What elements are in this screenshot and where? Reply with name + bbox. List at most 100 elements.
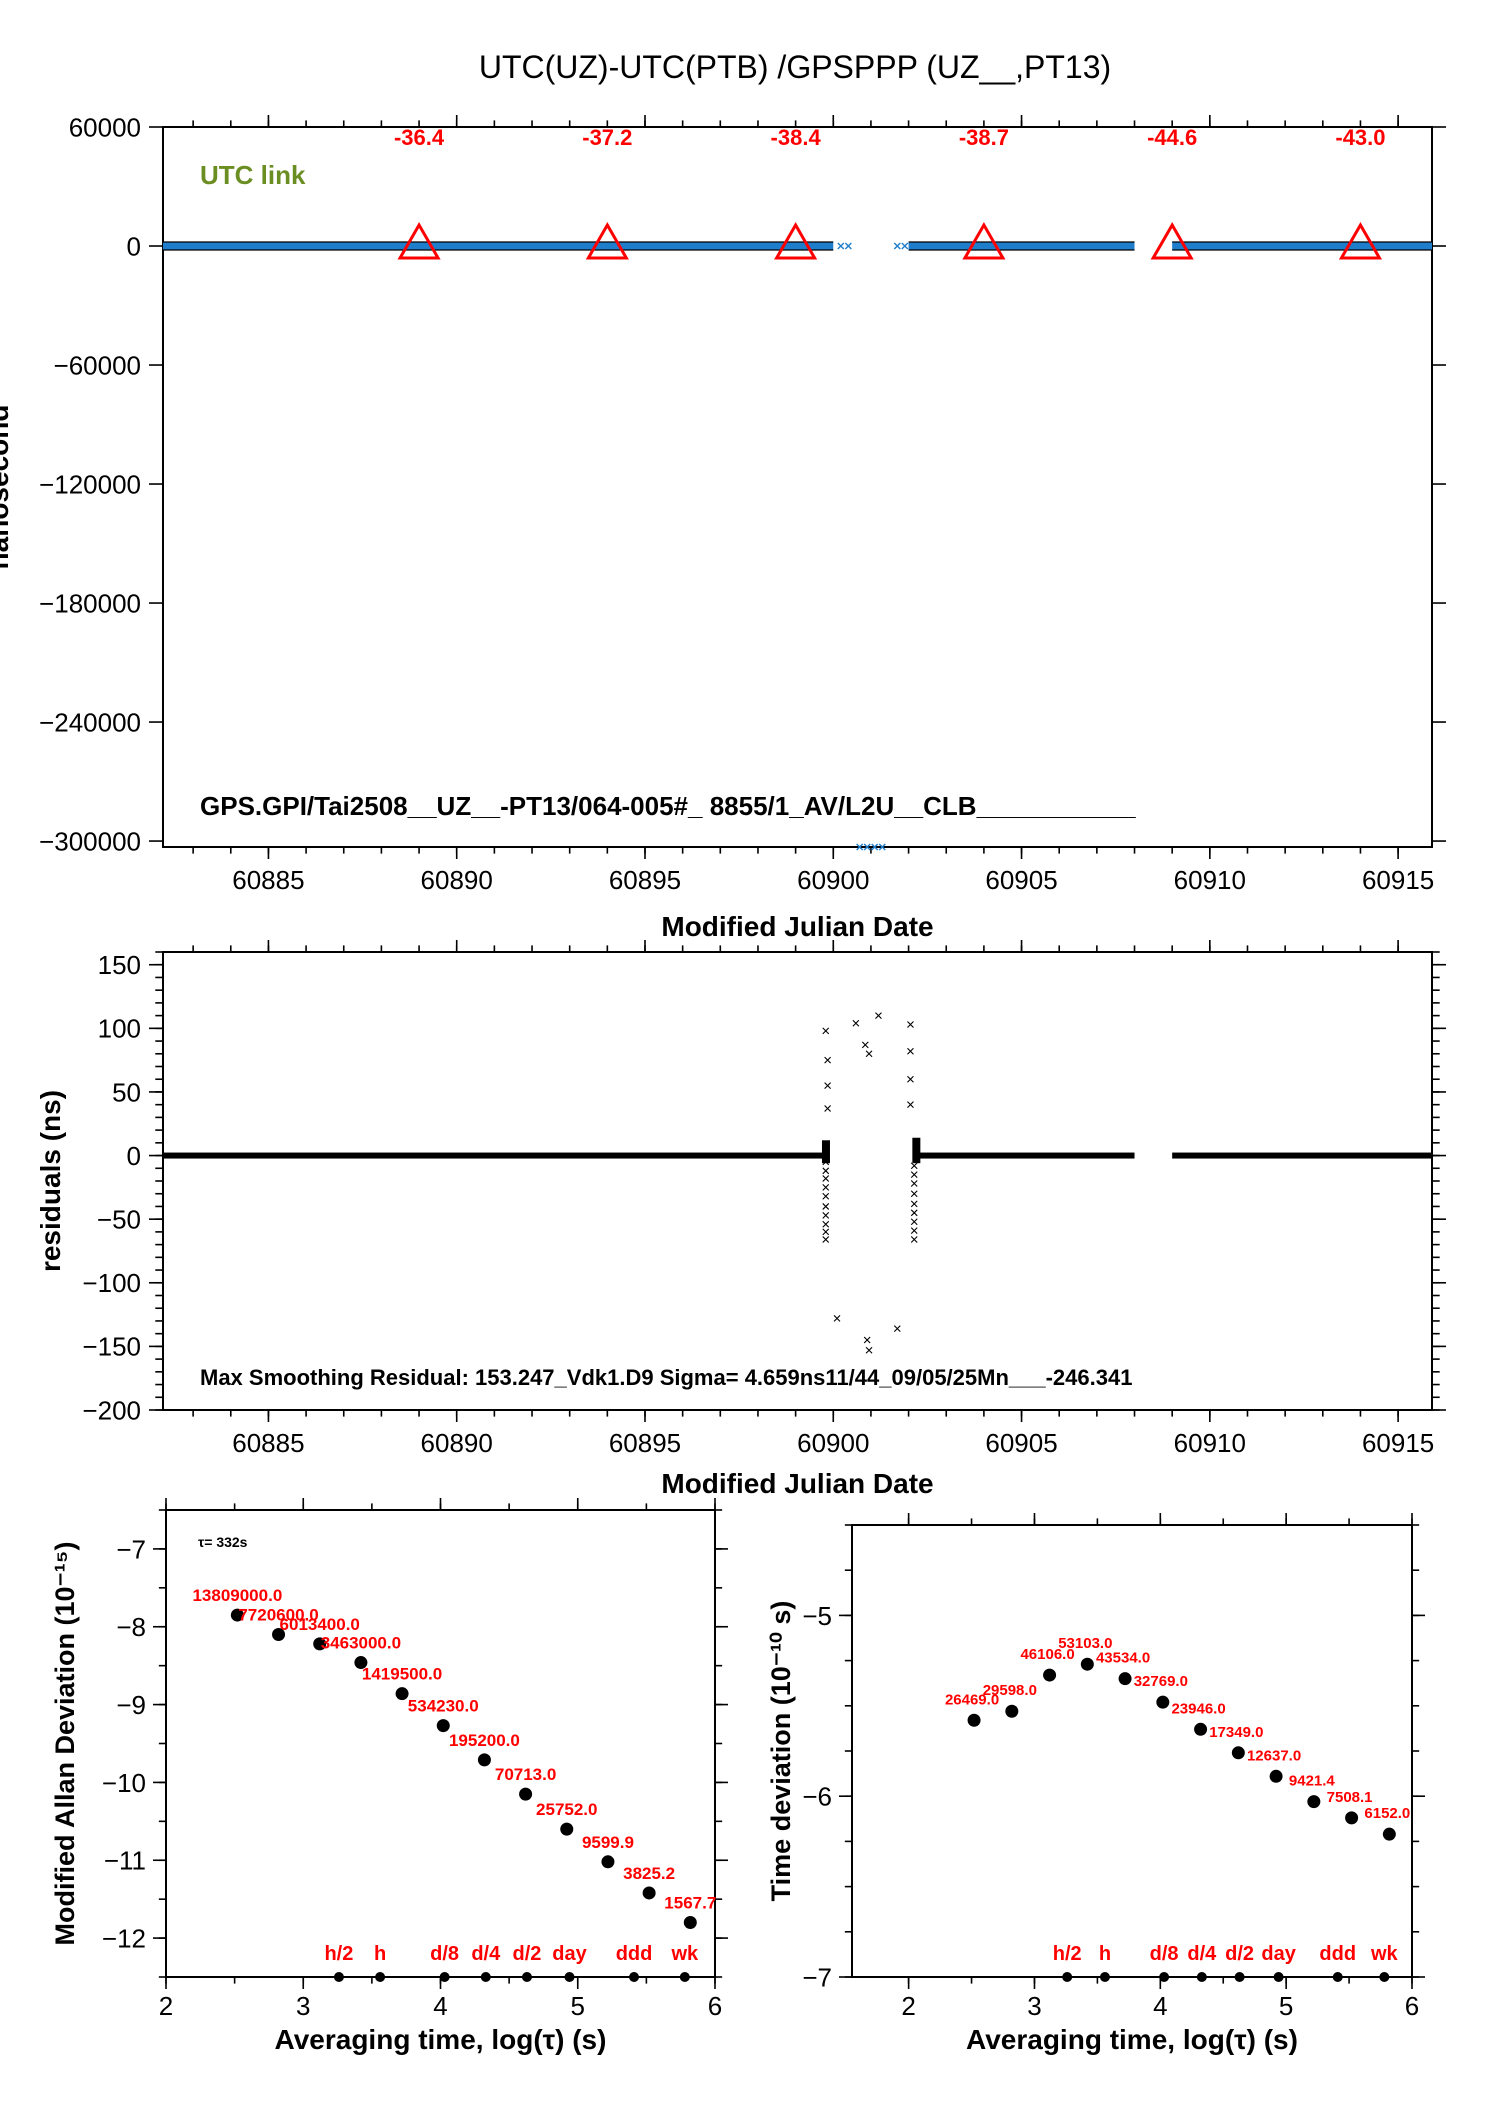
y-axis-label: Time deviation (10⁻¹⁰ s) xyxy=(766,1601,796,1902)
link-point xyxy=(878,843,886,851)
time-marker-dot xyxy=(1332,1972,1343,1982)
deviation-point xyxy=(436,1719,450,1733)
residual-point xyxy=(822,1167,830,1175)
x-axis-label: Averaging time, log(τ) (s) xyxy=(966,2024,1298,2055)
deviation-point xyxy=(395,1687,409,1701)
link-series-band xyxy=(163,242,834,251)
deviation-point xyxy=(313,1637,327,1651)
y-tick-label: −300000 xyxy=(39,826,141,856)
residual-point xyxy=(893,1325,901,1332)
residual-point xyxy=(910,1209,918,1217)
deviation-point-label: 1419500.0 xyxy=(362,1665,442,1684)
residual-point xyxy=(907,1021,914,1028)
y-axis-label: nanosecond xyxy=(0,405,14,570)
deviation-point xyxy=(967,1713,981,1727)
residual-point xyxy=(865,1050,873,1058)
x-tick-label: 60895 xyxy=(609,865,681,895)
x-tick-label: 60890 xyxy=(421,1428,493,1458)
residual-point xyxy=(822,1228,830,1236)
x-tick-label: 60900 xyxy=(797,865,869,895)
x-tick-label: 60910 xyxy=(1174,1428,1246,1458)
y-tick-label: −10 xyxy=(102,1768,146,1798)
link-marker-triangle xyxy=(397,222,441,260)
deviation-point xyxy=(477,1753,491,1767)
residual-point xyxy=(910,1190,918,1198)
y-tick-label: −120000 xyxy=(39,469,141,499)
link-marker-label: -38.4 xyxy=(771,125,822,150)
y-tick-label: −9 xyxy=(116,1690,146,1720)
y-tick-label: −60000 xyxy=(54,350,141,380)
residual-spike xyxy=(912,1137,921,1164)
x-tick-label: 60915 xyxy=(1362,865,1434,895)
y-tick-label: −11 xyxy=(104,1846,146,1876)
chart-footer: GPS.GPI/Tai2508__UZ__-PT13/064-005#_ 885… xyxy=(200,791,1136,821)
x-tick-label: 3 xyxy=(296,1991,310,2021)
time-marker-label: h xyxy=(1099,1943,1111,1965)
link-series-band xyxy=(908,242,1135,251)
deviation-point-label: 32769.0 xyxy=(1134,1673,1188,1690)
deviation-point xyxy=(1080,1657,1094,1671)
residual-point xyxy=(910,1218,918,1226)
link-series-band xyxy=(1172,242,1432,251)
time-marker-dot xyxy=(1062,1972,1073,1982)
residual-point xyxy=(910,1180,918,1187)
deviation-point xyxy=(1005,1704,1019,1718)
deviation-point-label: 1567.7 xyxy=(664,1894,716,1913)
residual-point xyxy=(875,1012,882,1019)
time-marker-dot xyxy=(629,1972,640,1982)
link-marker-triangle xyxy=(774,222,818,260)
x-axis-label: Averaging time, log(τ) (s) xyxy=(275,2024,607,2055)
link-chart: 60885 60890 60895 60900 60905 60910 60915 60000… xyxy=(0,112,1446,942)
link-marker-label: -37.2 xyxy=(582,125,632,150)
time-marker-label: ddd xyxy=(616,1943,653,1965)
y-tick-label: 150 xyxy=(98,950,141,980)
link-marker-triangle xyxy=(1150,222,1194,260)
time-marker-dot xyxy=(375,1972,386,1982)
y-tick-label: −5 xyxy=(802,1601,832,1631)
x-tick-label: 6 xyxy=(708,1991,722,2021)
time-marker-dot xyxy=(333,1972,344,1982)
deviation-point xyxy=(519,1787,533,1801)
deviation-point-label: 6152.0 xyxy=(1364,1805,1410,1822)
deviation-point-label: 6013400.0 xyxy=(280,1615,360,1634)
link-point xyxy=(871,843,879,851)
time-marker-dot xyxy=(439,1972,450,1982)
y-tick-label: −200 xyxy=(82,1395,141,1425)
residual-point xyxy=(863,1336,871,1344)
time-marker-dot xyxy=(1379,1972,1390,1982)
time-marker-label: ddd xyxy=(1319,1943,1356,1965)
page-title: UTC(UZ)-UTC(PTB) /GPSPPP (UZ__,PT13) xyxy=(479,49,1111,85)
residual-point xyxy=(907,1075,914,1083)
deviation-point xyxy=(1382,1827,1396,1841)
residual-series-band xyxy=(916,1152,1135,1159)
residuals-chart: 60885 60890 60895 60900 60905 60910 60915 150 10… xyxy=(35,940,1446,1499)
x-tick-label: 60905 xyxy=(985,1428,1057,1458)
time-marker-dot xyxy=(679,1972,690,1982)
plot-frame xyxy=(162,951,1433,1411)
y-tick-label: −6 xyxy=(802,1782,832,1812)
link-marker-triangle xyxy=(962,222,1006,260)
plot-frame xyxy=(851,1524,1413,1978)
residual-point xyxy=(822,1203,830,1210)
time-marker-label: h/2 xyxy=(324,1943,353,1965)
residual-spike xyxy=(821,1140,830,1164)
deviation-point-label: 534230.0 xyxy=(408,1697,479,1716)
x-tick-label: 5 xyxy=(571,1991,585,2021)
deviation-point xyxy=(272,1628,286,1642)
time-marker-label: d/4 xyxy=(471,1943,501,1965)
deviation-point-label: 9599.9 xyxy=(582,1833,634,1852)
link-marker-triangle xyxy=(585,222,629,260)
residual-point xyxy=(822,1211,830,1219)
link-point xyxy=(844,242,852,250)
legend-label: UTC link xyxy=(200,160,306,190)
x-tick-label: 3 xyxy=(1027,1991,1041,2021)
deviation-point-label: 17349.0 xyxy=(1209,1724,1263,1741)
deviation-point-label: 25752.0 xyxy=(536,1800,597,1819)
deviation-point-label: 29598.0 xyxy=(983,1682,1037,1699)
time-marker-dot xyxy=(1196,1972,1207,1982)
plot-frame xyxy=(162,126,1433,848)
time-marker-dot xyxy=(1099,1972,1110,1982)
residual-point xyxy=(822,1027,830,1035)
plot-frame xyxy=(165,1509,716,1978)
time-marker-dot xyxy=(1159,1972,1170,1982)
